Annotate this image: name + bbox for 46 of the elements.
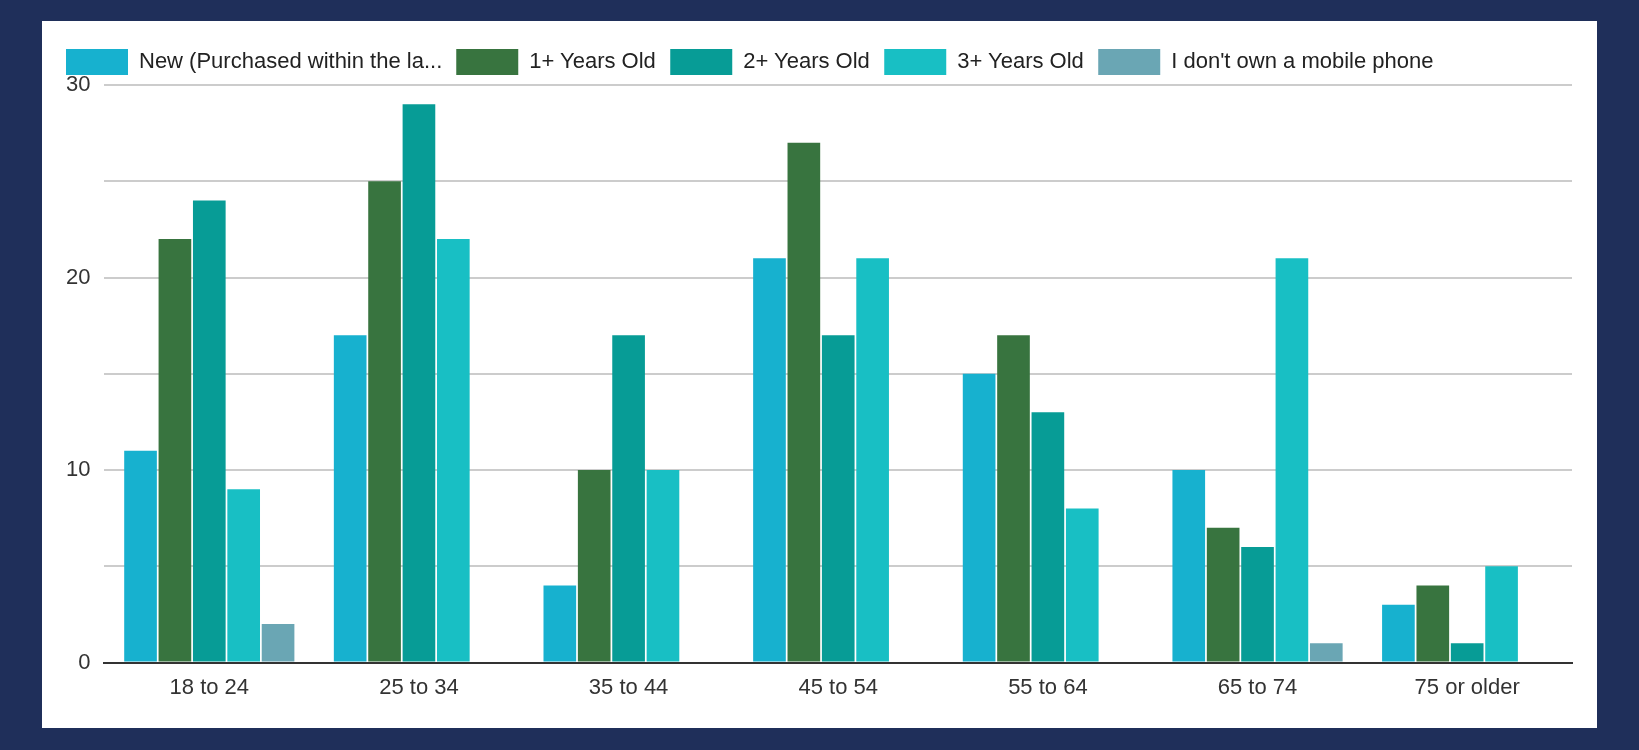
legend-label: 2+ Years Old [743,48,870,74]
bar [1206,527,1240,662]
bar [1416,585,1450,662]
x-tick-label: 75 or older [1414,673,1520,699]
bar [436,239,470,662]
bar [577,470,611,662]
bar [1275,258,1309,662]
bar [261,624,295,662]
legend-label: 3+ Years Old [957,48,1084,74]
bar [1450,643,1484,662]
bar [402,104,436,662]
y-tick-label: 10 [65,456,91,482]
x-tick-label: 65 to 74 [1217,673,1298,699]
bar [962,373,996,662]
bar [856,258,889,662]
bar [997,335,1030,662]
bar [192,200,226,662]
bar [1241,547,1274,662]
bar [1172,470,1206,662]
bar [158,239,192,662]
bar [333,335,367,662]
bar [753,258,786,662]
x-tick-label: 55 to 64 [1008,673,1088,699]
legend-label: New (Purchased within the la... [139,48,443,74]
y-tick-label: 0 [78,648,91,674]
bar [543,585,577,662]
bar [1485,566,1518,662]
bar [1382,604,1415,662]
y-tick-label: 30 [65,71,91,97]
bar [787,142,821,662]
x-tick-label: 25 to 34 [379,673,459,699]
bar [368,181,401,662]
legend-label: 1+ Years Old [529,48,656,74]
x-tick-label: 35 to 44 [588,673,669,699]
x-tick-label: 18 to 24 [169,673,250,699]
bar [124,450,157,662]
bar [646,470,680,662]
bar [1031,412,1065,662]
x-tick-label: 45 to 54 [798,673,878,699]
bar [1065,508,1099,662]
bar [821,335,855,662]
bar [1309,643,1343,662]
bar [227,489,261,662]
y-tick-label: 20 [65,263,91,289]
bar [612,335,645,662]
legend-label: I don't own a mobile phone [1171,48,1434,74]
